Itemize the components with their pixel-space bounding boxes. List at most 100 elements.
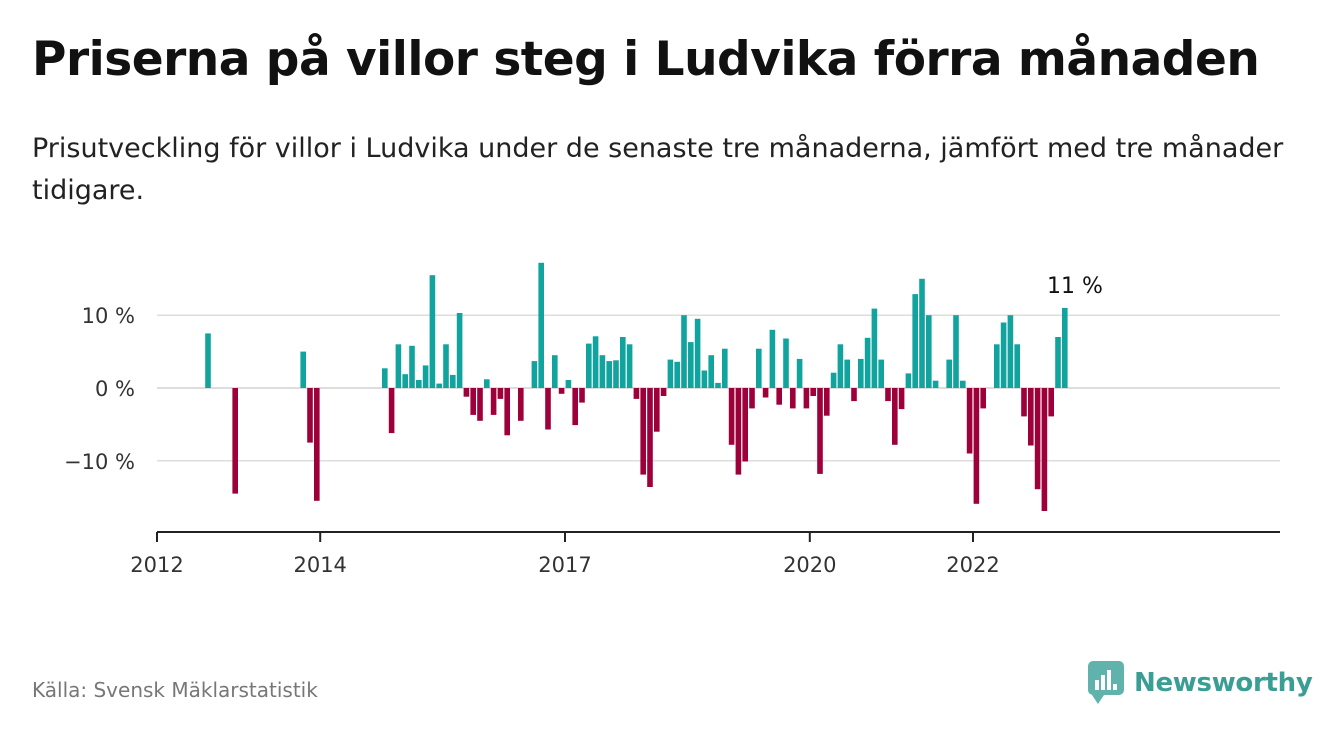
x-tick-label: 2020 <box>783 553 836 577</box>
bar-2017-10 <box>626 344 633 388</box>
bar-2019-08 <box>776 388 782 405</box>
bar-2015-05 <box>429 275 436 388</box>
bar-2018-12 <box>722 348 728 388</box>
x-tick-label: 2014 <box>293 553 346 577</box>
bar-2016-04 <box>504 388 510 436</box>
bar-2017-08 <box>613 360 619 388</box>
bar-2018-09 <box>701 370 708 388</box>
bar-2019-06 <box>762 388 769 398</box>
bar-2019-11 <box>796 358 803 388</box>
bar-2022-04 <box>994 344 1000 388</box>
bar-2022-01 <box>973 388 980 504</box>
bar-2016-01 <box>484 379 490 388</box>
newsworthy-logo-icon <box>1088 661 1124 704</box>
bar-2021-03 <box>905 373 912 388</box>
bar-2018-02 <box>654 388 660 432</box>
x-tick-label: 2022 <box>946 553 999 577</box>
bar-2019-10 <box>790 388 796 409</box>
bar-2013-12 <box>314 388 320 501</box>
bar-2019-07 <box>769 329 776 388</box>
bar-2018-04 <box>667 359 674 388</box>
bar-2020-04 <box>830 372 837 388</box>
bar-2020-07 <box>851 388 857 402</box>
bar-2014-12 <box>395 344 402 388</box>
bar-2023-01 <box>1055 337 1061 388</box>
bar-2015-06 <box>436 383 442 388</box>
bar-2015-04 <box>422 365 429 388</box>
bar-2023-02 <box>1062 307 1068 388</box>
bar-2019-04 <box>749 388 755 409</box>
bar-2022-02 <box>980 388 986 409</box>
bar-2015-02 <box>409 345 415 388</box>
bar-2013-11 <box>307 388 313 443</box>
bar-2021-09 <box>946 359 952 388</box>
bar-2016-02 <box>490 388 497 415</box>
bar-2021-01 <box>892 388 898 445</box>
bar-2017-03 <box>579 388 585 403</box>
bar-2015-03 <box>416 380 422 388</box>
bar-2019-02 <box>735 388 742 475</box>
bar-2016-06 <box>518 388 524 421</box>
tick-labels: 10 % 0 % −10 % 2012 2014 2017 2020 2022 11 % <box>64 274 1103 577</box>
bar-2016-08 <box>531 361 538 388</box>
bar-2015-10 <box>463 388 470 397</box>
bar-2020-10 <box>871 308 878 388</box>
bar-2022-05 <box>1000 322 1007 388</box>
bar-2017-01 <box>565 380 572 388</box>
bar-2022-08 <box>1021 388 1027 417</box>
bar-2016-03 <box>497 388 504 399</box>
bar-2017-11 <box>633 388 640 399</box>
newsworthy-logo[interactable]: Newsworthy <box>1088 660 1313 706</box>
chart-subtitle: Prisutveckling för villor i Ludvika unde… <box>32 133 1284 206</box>
bar-2021-07 <box>932 380 939 388</box>
bar-2022-09 <box>1028 388 1034 446</box>
bar-2017-05 <box>592 336 599 388</box>
bar-2020-03 <box>824 388 830 416</box>
bar-2020-11 <box>878 359 884 388</box>
bar-2018-10 <box>708 355 714 388</box>
bar-2021-10 <box>953 315 959 388</box>
bar-2016-09 <box>538 262 544 388</box>
bar-2017-07 <box>606 361 612 388</box>
bar-2018-03 <box>660 388 667 396</box>
bar-2021-12 <box>966 388 973 454</box>
bar-2017-04 <box>586 343 592 388</box>
bar-2018-01 <box>647 388 653 487</box>
bar-chart: 10 % 0 % −10 % 2012 2014 2017 2020 2022 11 % <box>64 262 1280 577</box>
bar-2017-09 <box>620 337 626 388</box>
bar-2022-11 <box>1041 388 1048 511</box>
bar-2017-02 <box>572 388 578 426</box>
bar-2019-09 <box>783 338 789 388</box>
bar-2019-01 <box>728 388 735 445</box>
bar-2019-03 <box>742 388 748 462</box>
bar-2018-08 <box>694 318 701 388</box>
bar-2012-12 <box>232 388 238 494</box>
bar-2017-12 <box>640 388 646 475</box>
bar-2015-12 <box>477 388 483 421</box>
bar-2020-08 <box>858 358 864 388</box>
bar-2018-05 <box>674 361 680 388</box>
brand-name: Newsworthy <box>1134 668 1313 698</box>
bar-2016-12 <box>558 388 565 394</box>
bar-2015-09 <box>456 313 463 388</box>
chart-title: Priserna på villor steg i Ludvika förra … <box>32 32 1260 87</box>
bar-2021-02 <box>898 388 905 410</box>
bar-2022-06 <box>1007 315 1014 388</box>
y-tick-label: 0 % <box>95 377 135 401</box>
latest-value-label: 11 % <box>1047 274 1103 299</box>
bar-2012-08 <box>205 333 211 388</box>
bar-2015-08 <box>450 374 456 388</box>
bar-2017-06 <box>599 355 606 388</box>
x-tick-label: 2017 <box>538 553 591 577</box>
bar-2021-06 <box>926 315 932 388</box>
bar-2019-12 <box>803 388 810 409</box>
bar-2019-05 <box>756 348 762 388</box>
bar-2015-07 <box>443 344 449 388</box>
bar-2014-10 <box>382 368 388 388</box>
bar-2015-11 <box>470 388 476 415</box>
bar-2020-12 <box>885 388 891 402</box>
bar-2013-10 <box>300 351 306 388</box>
bar-2020-02 <box>817 388 823 474</box>
bar-2018-07 <box>688 342 694 388</box>
bar-2022-10 <box>1034 388 1041 490</box>
